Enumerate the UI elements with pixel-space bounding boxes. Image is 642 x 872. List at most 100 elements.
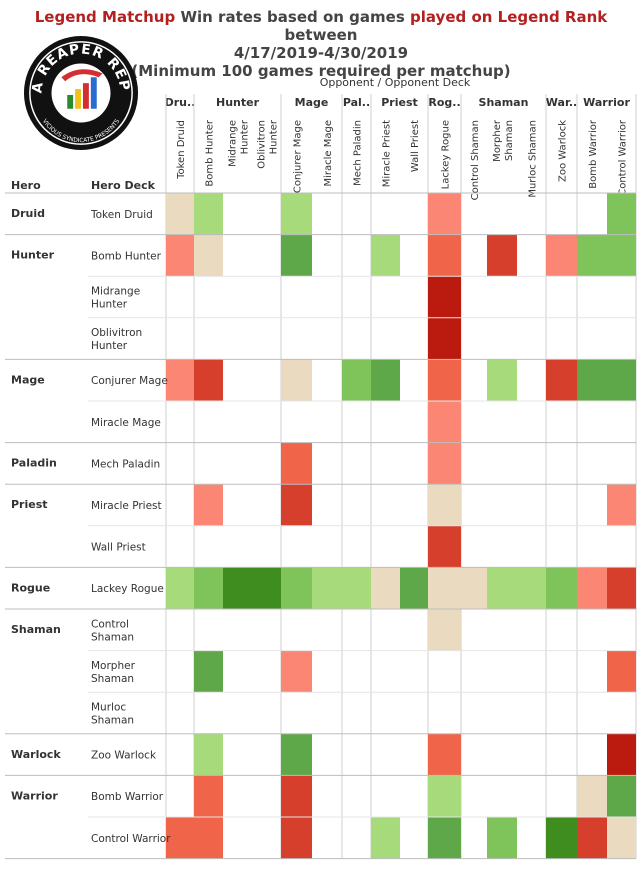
heatmap-cell — [607, 650, 636, 693]
heatmap-cell — [281, 775, 312, 817]
hero-deck-label: Bomb Hunter — [91, 250, 162, 262]
hero-deck-label: Shaman — [91, 673, 134, 685]
heatmap-cell — [166, 359, 194, 401]
hero-deck-label: Murloc — [91, 702, 126, 714]
heatmap-cell — [607, 484, 636, 526]
col-deck-label: Morpher — [492, 119, 503, 162]
heatmap-cell — [281, 650, 312, 693]
col-deck-label: Hunter — [240, 119, 251, 154]
heatmap-cell — [371, 817, 400, 859]
col-deck-label: Mech Paladin — [353, 120, 364, 186]
heatmap-cell — [371, 359, 400, 401]
col-deck-label: Bomb Hunter — [205, 119, 216, 187]
scythe-icon — [61, 69, 103, 82]
heatmap-cell — [461, 567, 487, 609]
hero-label: Mage — [11, 373, 45, 386]
heatmap-cell — [607, 359, 636, 401]
col-deck-label: Miracle Priest — [382, 120, 393, 187]
heatmap-cell — [194, 567, 223, 609]
heatmap-cell — [428, 359, 461, 401]
heatmap-cell — [281, 359, 312, 401]
heatmap-cell — [281, 733, 312, 776]
heatmap-cell — [194, 484, 223, 526]
heatmap-cell — [428, 609, 461, 651]
heatmap-cell — [607, 775, 636, 817]
heatmap-cell — [400, 567, 428, 609]
heatmap-cell — [428, 775, 461, 817]
heatmap-cell — [487, 567, 517, 609]
data-reaper-logo: DATA REAPER REPORT VICIOUS SYNDICATE PRE… — [22, 34, 139, 151]
heatmap-cell — [428, 442, 461, 485]
heatmap-cell — [194, 650, 223, 693]
col-deck-label: Midrange — [228, 120, 239, 167]
heatmap-cell — [194, 817, 223, 859]
heatmap-cell — [194, 193, 223, 235]
col-deck-label: Hunter — [269, 119, 280, 154]
heatmap-cell — [487, 359, 517, 401]
heatmap-cell — [577, 234, 607, 277]
hero-label: Shaman — [11, 623, 61, 636]
heatmap-cell — [546, 817, 577, 859]
col-group-label: Pal.. — [343, 96, 370, 109]
hero-deck-label: Conjurer Mage — [91, 375, 168, 387]
heatmap-cell — [281, 193, 312, 235]
heatmap-cell — [546, 359, 577, 401]
heatmap-cell — [281, 567, 312, 609]
heatmap-cell — [281, 817, 312, 859]
heatmap-cell — [312, 567, 342, 609]
heatmap-cell — [577, 817, 607, 859]
heatmap-cell — [428, 401, 461, 443]
heatmap-cell — [194, 234, 223, 277]
col-deck-label: Miracle Mage — [323, 120, 334, 187]
heatmap-cell — [281, 442, 312, 485]
col-group-label: War.. — [546, 96, 577, 109]
heatmap-cell — [342, 359, 371, 401]
hero-label: Rogue — [11, 581, 50, 594]
heatmap-cell — [487, 234, 517, 277]
hero-deck-label: Lackey Rogue — [91, 583, 164, 595]
hero-deck-label: Miracle Mage — [91, 417, 161, 429]
heatmap-cell — [546, 567, 577, 609]
col-group-label: Warrior — [583, 96, 630, 109]
hero-deck-label: Wall Priest — [91, 542, 146, 554]
heatmap-cell — [281, 484, 312, 526]
title-part-between: between — [284, 26, 358, 44]
bar-chart-icon — [67, 77, 97, 109]
col-deck-label: Control Warrior — [618, 119, 629, 196]
hero-deck-label: Control — [91, 618, 129, 630]
heatmap-cell — [607, 733, 636, 776]
hero-deck-label: Control Warrior — [91, 833, 171, 845]
heatmap-cell — [607, 193, 636, 235]
col-deck-label: Oblivitron — [257, 120, 268, 169]
hero-label: Warlock — [11, 748, 61, 761]
heatmap-cell — [577, 775, 607, 817]
hero-deck-label: Bomb Warrior — [91, 791, 164, 803]
chart-title: Legend Matchup Win rates based on games … — [0, 8, 642, 80]
heatmap-cell — [428, 193, 461, 235]
heatmap-cell — [428, 817, 461, 859]
hero-deck-label: Morpher — [91, 660, 136, 672]
col-deck-label: Token Druid — [176, 120, 187, 180]
heatmap-cell — [607, 234, 636, 277]
col-group-label: Hunter — [216, 96, 260, 109]
heatmap-cell — [577, 567, 607, 609]
heatmap-cell — [546, 234, 577, 277]
hero-deck-label: Miracle Priest — [91, 500, 162, 512]
hero-deck-label: Hunter — [91, 299, 128, 311]
heatmap-cell — [371, 234, 400, 277]
hero-label: Warrior — [11, 789, 58, 802]
heatmap-cell — [194, 775, 223, 817]
hero-deck-label: Shaman — [91, 631, 134, 643]
col-deck-label: Murloc Shaman — [528, 120, 539, 198]
hero-label: Paladin — [11, 457, 57, 470]
title-date-range: 4/17/2019-4/30/2019 — [233, 44, 409, 62]
col-deck-label: Wall Priest — [410, 120, 421, 172]
heatmap-cell — [428, 484, 461, 526]
heatmap-cell — [371, 567, 400, 609]
title-part-win-rates: Win rates based on games — [175, 8, 410, 26]
col-group-label: Dru.. — [165, 96, 196, 109]
col-deck-label: Zoo Warlock — [558, 120, 569, 182]
heatmap-cell — [194, 733, 223, 776]
heatmap-cell — [428, 276, 461, 318]
